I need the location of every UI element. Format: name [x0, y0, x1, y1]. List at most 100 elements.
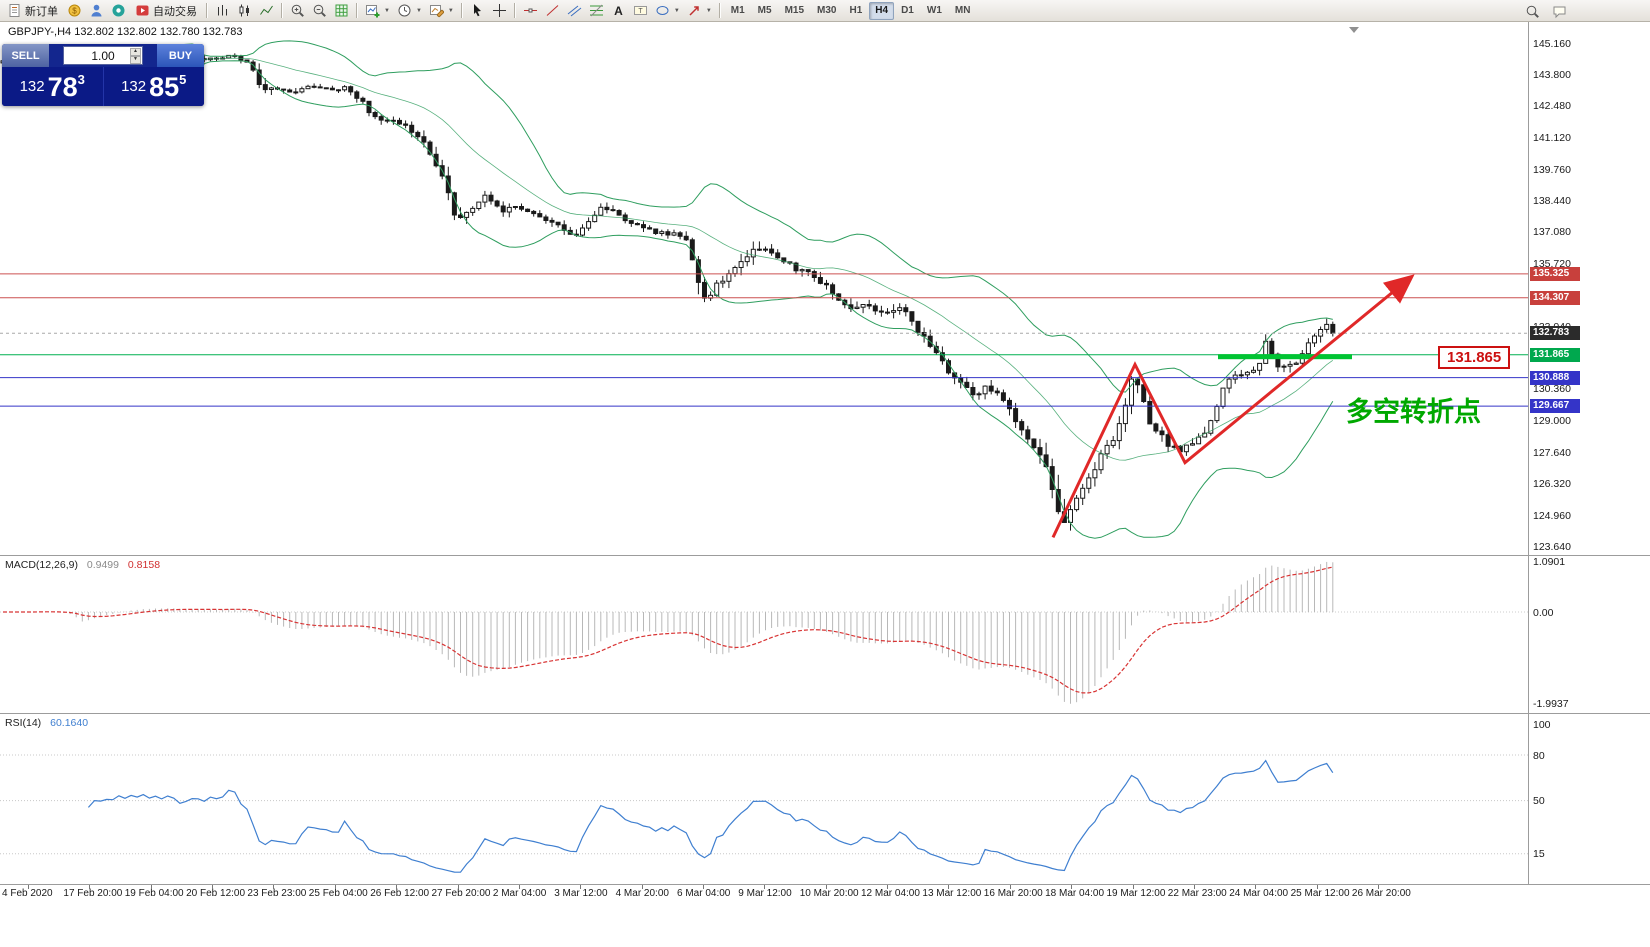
- time-axis-tick: [396, 885, 398, 889]
- price-scale-label: 141.120: [1533, 131, 1571, 144]
- toolbar-button-candlestick-mode[interactable]: [234, 1, 255, 21]
- timeframe-m30[interactable]: M30: [811, 2, 842, 20]
- time-axis-label: 13 Mar 12:00: [922, 888, 982, 899]
- toolbar-button-text[interactable]: A: [608, 1, 629, 21]
- lot-increase-button[interactable]: ▲: [130, 47, 141, 56]
- main-macd-separator[interactable]: [0, 555, 1650, 556]
- toolbar-button-line-chart-mode[interactable]: [256, 1, 277, 21]
- toolbar-button-chat[interactable]: [1549, 1, 1570, 21]
- timeframe-h4[interactable]: H4: [869, 1, 895, 20]
- toolbar-button-new-chart[interactable]: ▼: [362, 1, 393, 21]
- toolbar-button-search[interactable]: [1522, 1, 1543, 21]
- toolbar-button-fibonacci[interactable]: [586, 1, 607, 21]
- time-axis[interactable]: 4 Feb 2020 17 Feb 20:00 19 Feb 04:00 20 Feb…: [0, 885, 1650, 947]
- price-scale-label: 137.080: [1533, 226, 1571, 239]
- ask-price-button[interactable]: 132 85 5: [104, 67, 205, 106]
- toolbar-button-cursor[interactable]: [467, 1, 488, 21]
- time-axis-label: 25 Mar 12:00: [1290, 888, 1350, 899]
- toolbar-button-text-label[interactable]: T: [630, 1, 651, 21]
- timeframe-m5[interactable]: M5: [752, 2, 778, 20]
- toolbar-button-shapes[interactable]: ▼: [652, 1, 683, 21]
- time-axis-label: 4 Mar 20:00: [615, 888, 669, 899]
- macd-scale-label: 0.00: [1533, 606, 1554, 619]
- horizontal-level-lines[interactable]: [0, 273, 1528, 407]
- person-icon: [89, 3, 104, 18]
- toolbar-button-indicators-list[interactable]: [331, 1, 352, 21]
- price-scale-label: 143.800: [1533, 69, 1571, 82]
- toolbar-button-equidistant-channel[interactable]: [564, 1, 585, 21]
- bid-prefix: 132: [19, 78, 45, 95]
- chinese-annotation-text[interactable]: 多空转折点: [1346, 397, 1481, 427]
- zoomin-icon: [290, 3, 305, 18]
- toolbar-button-horizontal-line[interactable]: [520, 1, 541, 21]
- lot-size-input[interactable]: 1.00 ▲ ▼: [63, 46, 143, 65]
- svg-text:T: T: [638, 8, 643, 15]
- svg-text:A: A: [614, 4, 623, 18]
- toolbar-button-crosshair[interactable]: [489, 1, 510, 21]
- time-axis-tick: [28, 885, 29, 889]
- lot-decrease-button[interactable]: ▼: [130, 55, 141, 64]
- price-scale-label: 138.440: [1533, 194, 1571, 207]
- time-axis-tick: [703, 885, 704, 889]
- toolbar-button-autotrading[interactable]: 自动交易: [130, 1, 202, 21]
- time-axis-label: 26 Feb 12:00: [370, 888, 430, 899]
- time-axis-tick: [1377, 885, 1379, 889]
- toolbar-button-trendline[interactable]: [542, 1, 563, 21]
- toolbar-button-profile[interactable]: [86, 1, 107, 21]
- time-axis-tick: [150, 885, 152, 889]
- candles-series: [0, 53, 1336, 531]
- zoomout-icon: [312, 3, 327, 18]
- grid-icon: [334, 3, 349, 18]
- toolbar-button-new-order[interactable]: 新订单: [2, 1, 63, 21]
- dropdown-caret-icon: ▼: [447, 7, 454, 14]
- trend-zigzag-arrow[interactable]: [1051, 274, 1415, 539]
- macd-indicator-label: MACD(12,26,9) 0.9499 0.8158: [5, 559, 160, 571]
- toolbar-button-bar-chart-mode[interactable]: [212, 1, 233, 21]
- price-scale-label: 139.760: [1533, 163, 1571, 176]
- time-axis-tick: [457, 885, 459, 889]
- toolbar-button-deposit[interactable]: $: [64, 1, 85, 21]
- price-badge-135.325: 135.325: [1530, 266, 1580, 281]
- buy-button[interactable]: BUY: [157, 44, 204, 67]
- price-scale-label: 123.640: [1533, 540, 1571, 553]
- price-level-tag[interactable]: 131.865: [1438, 346, 1511, 369]
- toolbar-button-community[interactable]: [108, 1, 129, 21]
- timeframe-m15[interactable]: M15: [779, 2, 810, 20]
- chat-icon: [1552, 4, 1567, 19]
- time-axis-tick: [334, 885, 336, 889]
- time-axis-label: 16 Mar 20:00: [983, 888, 1043, 899]
- timeframe-w1[interactable]: W1: [921, 2, 948, 20]
- sell-button[interactable]: SELL: [2, 44, 49, 67]
- macd-rsi-separator[interactable]: [0, 713, 1650, 714]
- timeframe-d1[interactable]: D1: [895, 2, 920, 20]
- toolbar-button-periods[interactable]: ▼: [394, 1, 425, 21]
- timeframe-m1[interactable]: M1: [725, 2, 751, 20]
- bid-price-button[interactable]: 132 78 3: [2, 67, 104, 106]
- text-icon: A: [611, 3, 626, 18]
- timeframe-h1[interactable]: H1: [843, 2, 868, 20]
- trade-panel-top-row: SELL 1.00 ▲ ▼ BUY: [2, 44, 204, 67]
- time-axis-label: 24 Mar 04:00: [1229, 888, 1289, 899]
- price-badge-130.888: 130.888: [1530, 370, 1580, 385]
- time-axis-label: 23 Feb 23:00: [247, 888, 307, 899]
- time-axis-label: 4 Feb 2020: [2, 888, 53, 899]
- dropdown-caret-icon: ▼: [673, 7, 680, 14]
- time-axis-label: 27 Feb 20:00: [431, 888, 491, 899]
- time-axis-label: 3 Mar 12:00: [554, 888, 608, 899]
- support-zone-segment[interactable]: [1218, 354, 1352, 360]
- rsi-pane: [0, 754, 1528, 873]
- price-scale[interactable]: 145.160 143.800 142.480 141.120 139.760 138.4…: [1529, 22, 1650, 884]
- toolbar-button-arrows[interactable]: ▼: [684, 1, 715, 21]
- toolbar-button-zoom-out[interactable]: [309, 1, 330, 21]
- time-axis-tick: [1316, 885, 1318, 889]
- toolbar-button-templates[interactable]: ▼: [426, 1, 457, 21]
- time-axis-label: 10 Mar 20:00: [799, 888, 859, 899]
- hline-icon: [523, 3, 538, 18]
- price-scale-label: 130.360: [1533, 383, 1571, 396]
- linechart-icon: [259, 3, 274, 18]
- autotrading-label: 自动交易: [153, 5, 197, 18]
- timeframe-mn[interactable]: MN: [949, 2, 977, 20]
- chart-shift-marker-icon[interactable]: [1349, 27, 1359, 33]
- toolbar-button-zoom-in[interactable]: [287, 1, 308, 21]
